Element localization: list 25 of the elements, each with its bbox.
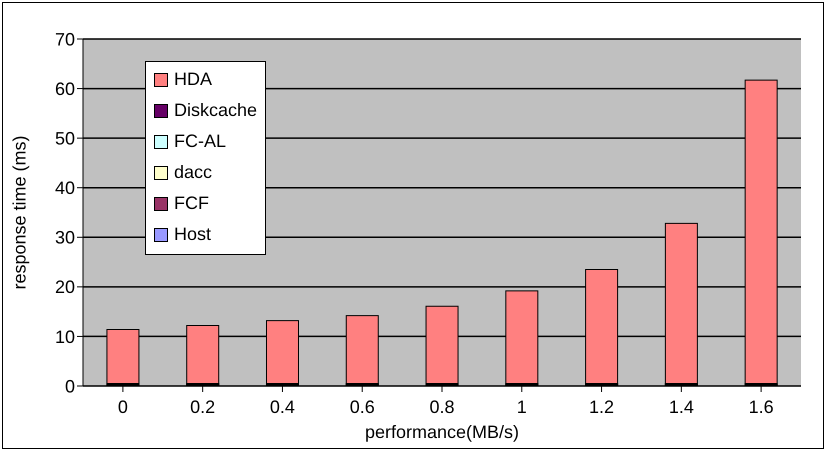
x-axis-title: performance(MB/s) xyxy=(364,422,520,442)
y-tick-label: 0 xyxy=(64,376,75,396)
x-tick-label: 1.4 xyxy=(668,396,694,417)
y-tick-label: 50 xyxy=(54,128,75,149)
x-tick-label: 0.6 xyxy=(350,396,375,417)
x-tick-label: 1 xyxy=(516,396,527,417)
legend-label: Diskcache xyxy=(174,100,258,121)
legend-label: FCF xyxy=(174,193,209,214)
legend-label: dacc xyxy=(174,162,212,183)
y-tick-label: 20 xyxy=(54,277,75,298)
x-tick-label: 0.8 xyxy=(429,396,455,417)
y-tick-label: 70 xyxy=(54,29,75,50)
legend-label: FC-AL xyxy=(174,131,226,152)
x-tick-label: 0 xyxy=(118,396,128,417)
legend-label: Host xyxy=(174,224,212,245)
y-tick-label: 60 xyxy=(54,78,75,99)
x-tick-label: 1.6 xyxy=(748,396,774,417)
y-tick-label: 40 xyxy=(54,178,75,198)
x-tick-label: 1.2 xyxy=(589,396,614,417)
x-tick-label: 0.2 xyxy=(190,396,216,417)
y-axis-title: response time (ms) xyxy=(9,135,30,290)
y-tick-label: 10 xyxy=(54,326,75,347)
legend-label: HDA xyxy=(174,69,212,90)
x-tick-label: 0.4 xyxy=(270,396,295,417)
y-tick-label: 30 xyxy=(54,228,75,248)
